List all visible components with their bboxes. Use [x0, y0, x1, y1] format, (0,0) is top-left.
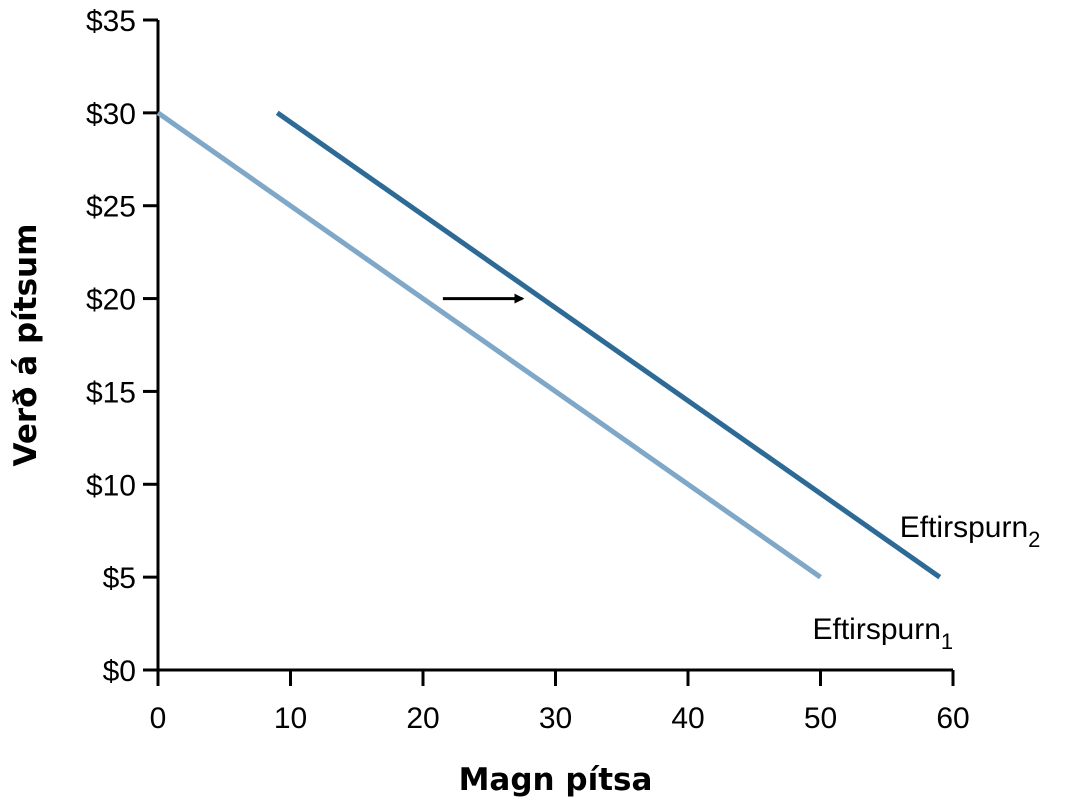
y-tick-label: $10 [86, 469, 136, 502]
x-tick-label: 0 [150, 702, 167, 735]
y-tick-label: $15 [86, 376, 136, 409]
series-label-subscript: 2 [1028, 527, 1040, 552]
x-axis: 0 10 20 30 40 50 60 [150, 668, 970, 735]
series-label-1: Eftirspurn1 [813, 613, 954, 654]
x-tick-label: 40 [671, 702, 704, 735]
x-tick-label: 50 [804, 702, 837, 735]
y-tick-label: $20 [86, 284, 136, 317]
series-labels: Eftirspurn1 Eftirspurn2 [813, 511, 1041, 654]
series-line-2 [275, 110, 942, 580]
series-line-1 [156, 110, 822, 580]
x-tick-label: 10 [274, 702, 307, 735]
y-tick-label: $0 [103, 655, 136, 688]
y-axis-title: Verð á pítsum [8, 224, 44, 467]
y-tick-label: $25 [86, 191, 136, 224]
x-axis-title: Magn pítsa [459, 762, 653, 798]
y-tick-label: $30 [86, 98, 136, 131]
y-tick-label: $35 [86, 5, 136, 38]
series-label-2: Eftirspurn2 [900, 511, 1041, 552]
x-tick-label: 60 [936, 702, 969, 735]
series-label-subscript: 1 [941, 629, 953, 654]
y-tick-label: $5 [103, 562, 136, 595]
x-tick-label: 30 [539, 702, 572, 735]
series-lines [156, 110, 942, 580]
x-tick-label: 20 [406, 702, 439, 735]
y-axis: $0 $5 $10 $15 $20 $25 $30 $35 [86, 5, 160, 688]
